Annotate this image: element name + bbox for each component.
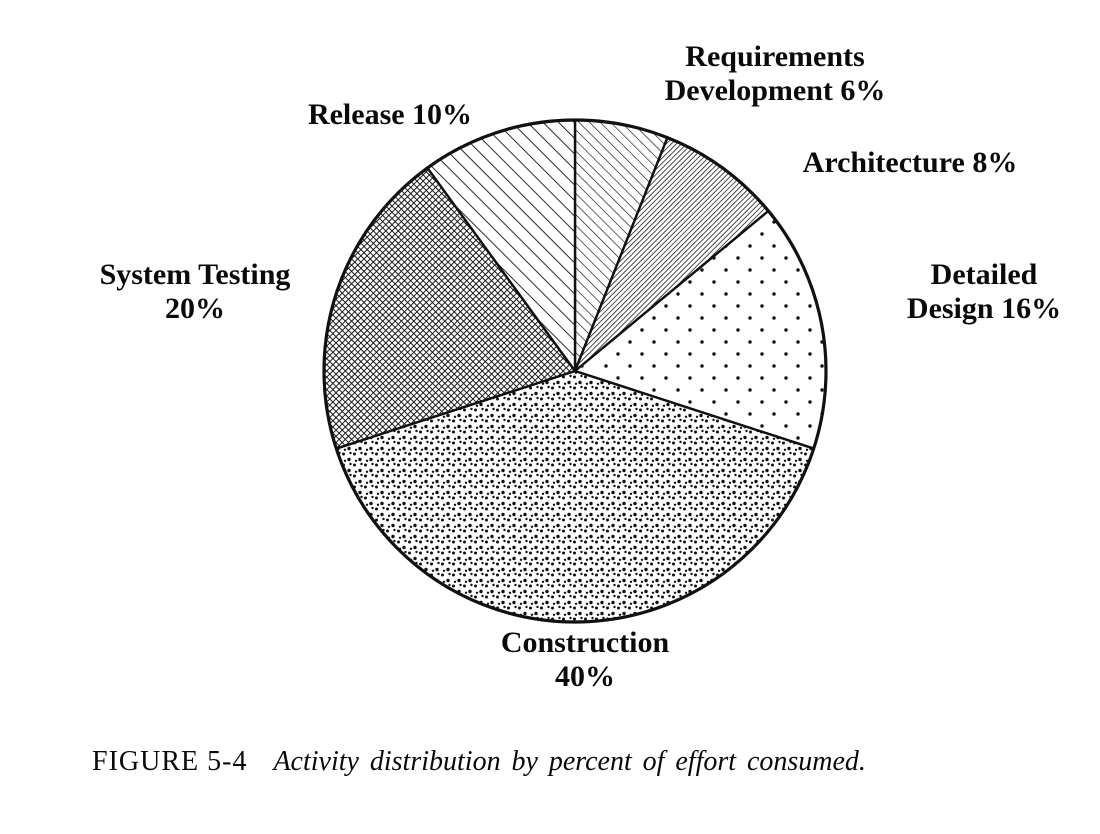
slice-label-requirements-development: Requirements Development 6% (625, 40, 925, 108)
slice-label-detailed-design: Detailed Design 16% (878, 258, 1090, 326)
slice-label-line: Detailed (930, 258, 1038, 291)
pie-outline (322, 118, 828, 624)
slice-label-line: Requirements (685, 40, 865, 73)
slice-label-system-testing: System Testing 20% (70, 258, 320, 326)
slice-label-line: 20% (165, 292, 225, 325)
pie-slices (322, 118, 828, 624)
figure-caption: FIGURE 5-4 Activity distribution by perce… (92, 746, 866, 778)
figure-number: FIGURE 5-4 (92, 746, 248, 777)
slice-label-line: 40% (555, 660, 615, 693)
caption-text: Activity distribution by percent of effo… (273, 746, 866, 777)
slice-label-architecture: Architecture 8% (780, 146, 1040, 180)
slice-label-line: Development 6% (664, 74, 886, 107)
slice-label-line: Architecture 8% (802, 146, 1018, 179)
slice-label-line: Design 16% (906, 292, 1062, 325)
slice-label-release: Release 10% (280, 98, 500, 132)
slice-label-line: Construction (500, 626, 670, 659)
slice-label-line: Release 10% (307, 98, 473, 131)
slice-label-construction: Construction 40% (460, 626, 710, 694)
slice-label-line: System Testing (99, 258, 291, 291)
